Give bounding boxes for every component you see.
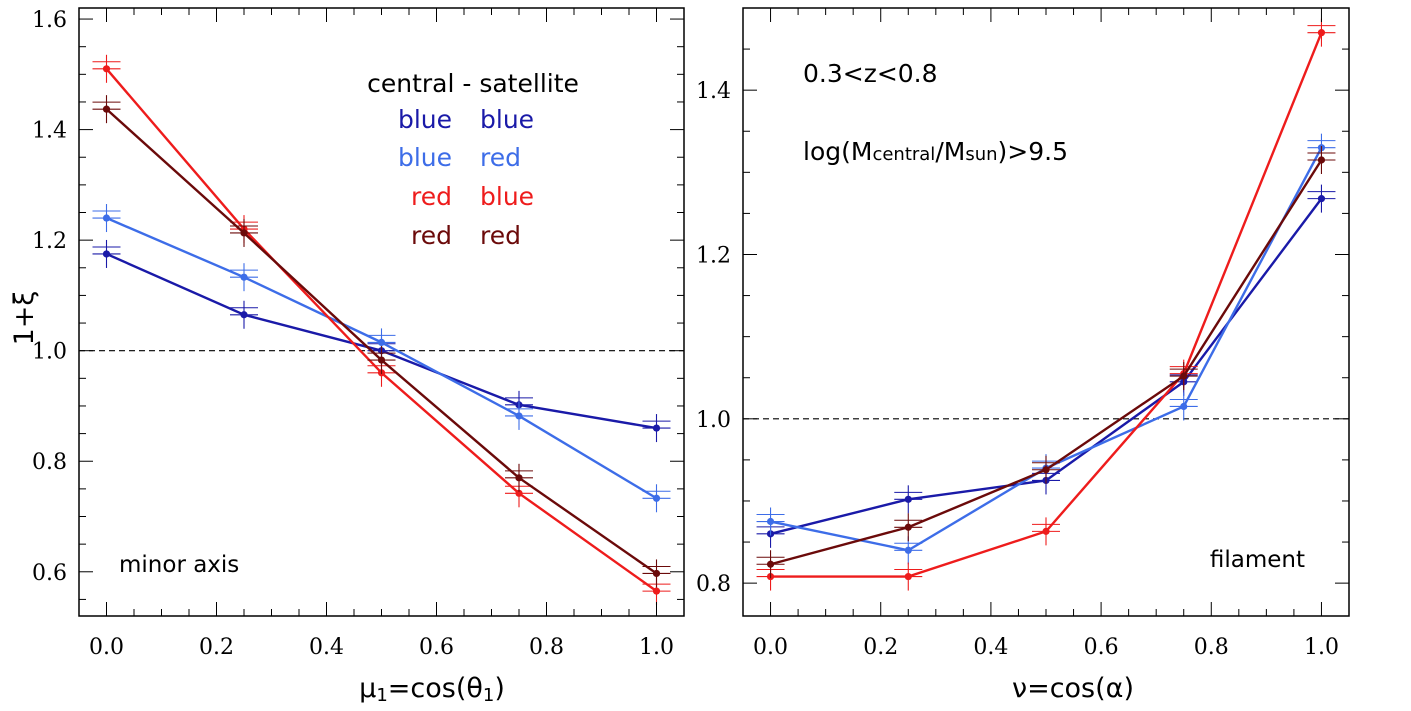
left-ytick-label: 1.0	[32, 340, 67, 365]
right-ytick-label: 1.0	[696, 408, 731, 433]
left-xtick-label: 0.8	[529, 635, 564, 660]
left-ytick-label: 0.8	[32, 450, 67, 475]
left-xtick-label: 0.0	[89, 635, 124, 660]
right-data-point	[766, 560, 775, 568]
right-annotation: filament	[1210, 547, 1305, 573]
right-data-point	[1180, 402, 1188, 411]
left-data-point	[515, 489, 523, 497]
right-panel: 0.0 0.2 0.4 0.6 0.8 1.00.81.01.21.4 ν=cos(α) …	[696, 7, 1350, 704]
left-y-label: 1+ξ	[9, 291, 40, 346]
right-xtick-label: 0.8	[1194, 635, 1229, 660]
left-panel: 0.0 0.2 0.4 0.6 0.8 1.0 0.6 0.8 1.0 1.2 1.4 1.6 1+ξ…	[9, 7, 685, 706]
legend-central-1: blue	[398, 105, 452, 134]
left-data-point	[102, 105, 111, 113]
left-data-point	[652, 494, 661, 502]
left-ticks: 0.0 0.2 0.4 0.6 0.8 1.0 0.6 0.8 1.0 1.2 1.4 1.6	[32, 8, 684, 660]
left-x-label: μ1=cos(θ1)	[359, 673, 505, 706]
left-data-point	[240, 229, 248, 237]
left-data-point	[240, 273, 248, 281]
left-ytick-label: 1.6	[32, 8, 67, 33]
left-frame	[78, 7, 685, 617]
left-xtick-label: 0.2	[199, 635, 234, 660]
left-data-point	[652, 424, 661, 432]
right-data-point	[1042, 527, 1050, 535]
legend-satellite-2: red	[480, 143, 521, 172]
left-annotation: minor axis	[119, 552, 239, 578]
right-data-point	[904, 495, 912, 503]
left-ytick-label: 1.2	[32, 229, 67, 254]
left-ytick-label: 0.6	[32, 561, 67, 586]
legend-header: central - satellite	[367, 69, 579, 98]
right-series-line	[770, 159, 1323, 566]
right-data-point	[1317, 195, 1326, 203]
legend-central-4: red	[411, 221, 452, 250]
left-data-point	[102, 65, 111, 73]
right-data-point	[766, 517, 775, 526]
right-data-point	[904, 572, 912, 581]
right-data-point	[904, 523, 912, 531]
right-x-label: ν=cos(α)	[1012, 673, 1134, 704]
right-data-point	[1042, 466, 1050, 474]
left-xtick-label: 0.4	[309, 635, 344, 660]
legend-central-2: blue	[398, 143, 452, 172]
right-ticks: 0.0 0.2 0.4 0.6 0.8 1.0 0.8 1.0 1.2 1.4	[696, 7, 1349, 660]
right-xtick-label: 0.4	[973, 635, 1008, 660]
left-data-point	[377, 338, 386, 346]
left-data-point	[652, 587, 661, 595]
right-xtick-label: 1.0	[1304, 635, 1339, 660]
left-plot-area	[79, 54, 684, 606]
legend-central-3: red	[411, 182, 452, 211]
legend-satellite-1: blue	[480, 105, 534, 134]
right-ytick-label: 0.8	[696, 572, 731, 597]
left-data-point	[652, 569, 661, 578]
left-xtick-label: 0.6	[419, 635, 454, 660]
left-ytick-label: 1.4	[32, 119, 67, 144]
right-data-point	[1317, 29, 1326, 37]
right-data-point	[904, 546, 912, 554]
right-xtick-label: 0.2	[863, 635, 898, 660]
left-data-point	[377, 356, 386, 364]
right-data-point	[1180, 372, 1188, 380]
right-ytick-label: 1.2	[696, 243, 731, 268]
legend-satellite-4: red	[480, 221, 521, 250]
left-data-point	[240, 311, 248, 319]
right-xtick-label: 0.0	[753, 635, 788, 660]
right-ytick-label: 1.4	[696, 79, 731, 104]
redshift-note: 0.3<z<0.8	[803, 59, 938, 88]
left-data-point	[102, 250, 111, 258]
right-plot-area	[743, 18, 1349, 591]
left-data-point	[515, 474, 523, 482]
right-xtick-label: 0.6	[1084, 635, 1119, 660]
left-data-point	[102, 214, 111, 222]
left-xtick-label: 1.0	[639, 635, 674, 660]
legend-satellite-3: blue	[480, 182, 534, 211]
left-data-point	[515, 412, 523, 420]
right-data-point	[1317, 156, 1326, 164]
legend: central - satellite blue blue blue red r…	[367, 69, 579, 250]
mass-note: log(Mcentral/Msun)>9.5	[803, 137, 1068, 166]
